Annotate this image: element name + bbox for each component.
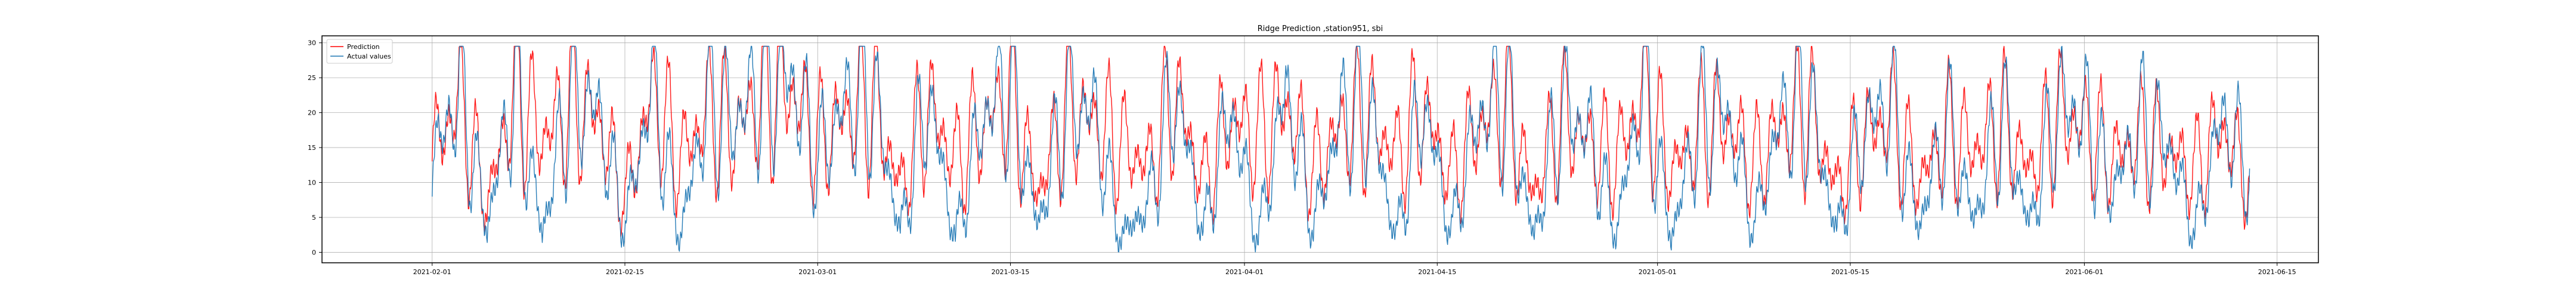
y-tick-label: 0 (312, 248, 316, 256)
legend-label: Actual values (347, 53, 391, 60)
legend-label: Prediction (347, 43, 380, 51)
y-tick-label: 5 (312, 214, 316, 222)
series-line-actual-values (432, 45, 2250, 253)
x-tick-label: 2021-05-15 (1831, 268, 1869, 276)
x-tick-label: 2021-03-15 (992, 268, 1030, 276)
legend: Prediction Actual values (326, 39, 393, 64)
legend-box (326, 39, 393, 64)
y-tick-label: 20 (308, 109, 316, 117)
chart-title: Ridge Prediction ,station951, sbi (1258, 24, 1383, 33)
x-tick-label: 2021-02-15 (606, 268, 644, 276)
y-tick-label: 15 (308, 144, 316, 152)
x-tick-label: 2021-06-01 (2066, 268, 2104, 276)
y-tick-label: 30 (308, 39, 316, 47)
x-tick-label: 2021-05-01 (1639, 268, 1677, 276)
series-lines (432, 45, 2250, 253)
plot-frame (321, 35, 2319, 263)
y-tick-label: 25 (308, 74, 316, 82)
x-tick-label: 2021-02-01 (413, 268, 451, 276)
x-tick-label: 2021-04-15 (1418, 268, 1456, 276)
x-tick-label: 2021-03-01 (798, 268, 837, 276)
x-tick-label: 2021-06-15 (2258, 268, 2296, 276)
axis-ticks: 0 5 10 15 20 25 30 2021-02-01 2021-02-15 2021-03-… (308, 39, 2296, 276)
x-tick-label: 2021-04-01 (1225, 268, 1264, 276)
y-tick-label: 10 (308, 179, 316, 187)
